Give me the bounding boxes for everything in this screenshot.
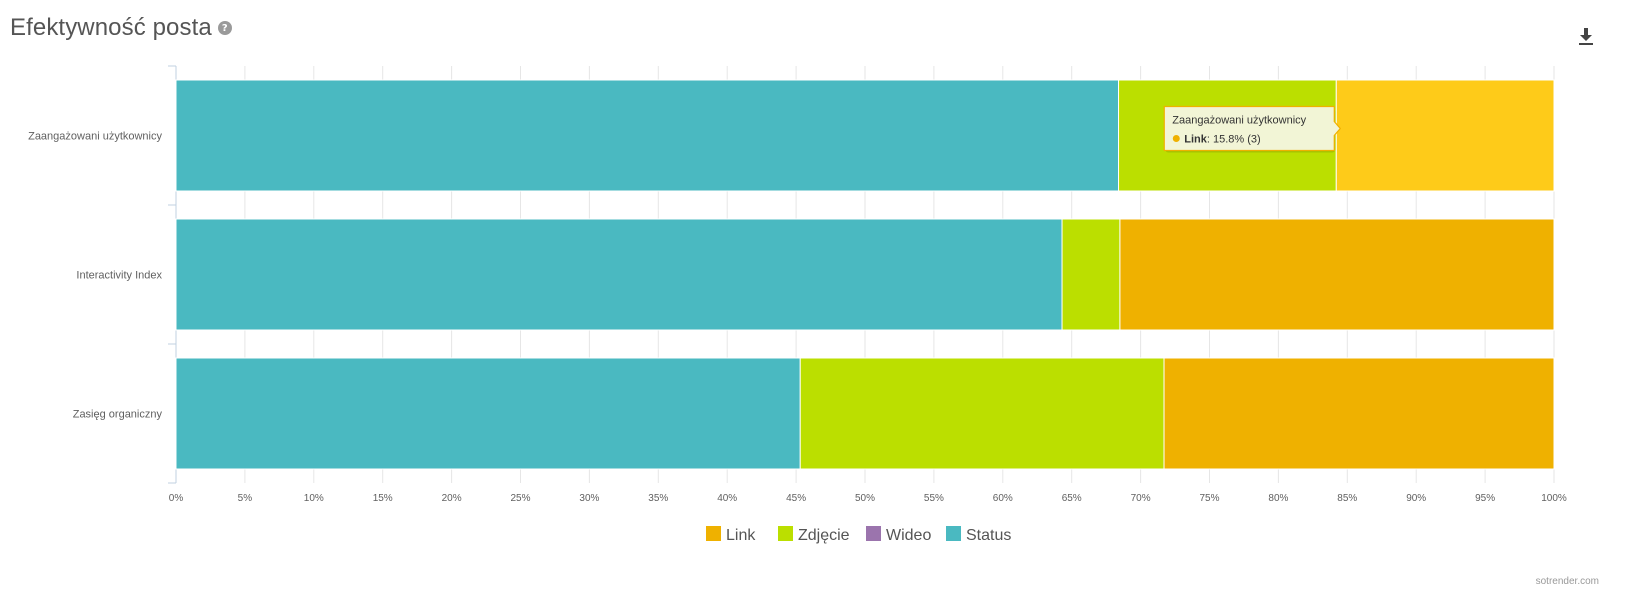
x-tick-label: 10% xyxy=(304,493,324,504)
x-tick-label: 5% xyxy=(238,493,253,504)
bar-status-1 xyxy=(175,79,1120,192)
tooltip-series-name: Link xyxy=(1184,134,1207,146)
tooltip-value: Link: 15.8% (3) xyxy=(1184,134,1260,146)
legend-item-zdjecie[interactable]: Zdjęcie xyxy=(778,526,850,544)
legend-swatch xyxy=(706,526,721,541)
chart-header: Efektywność posta ? xyxy=(10,14,232,42)
legend-label: Link xyxy=(726,527,756,544)
tooltip: Zaangażowani użytkownicy Link: 15.8% (3) xyxy=(1163,105,1342,153)
x-tick-label: 60% xyxy=(993,493,1013,504)
x-tick-label: 65% xyxy=(1062,493,1082,504)
x-tick-label: 20% xyxy=(442,493,462,504)
x-tick-label: 25% xyxy=(510,493,530,504)
x-tick-label: 55% xyxy=(924,493,944,504)
chart-title: Efektywność posta xyxy=(10,14,212,41)
legend-label: Zdjęcie xyxy=(798,527,850,544)
x-tick-label: 95% xyxy=(1475,493,1495,504)
x-tick-label: 80% xyxy=(1268,493,1288,504)
bar-link-2 xyxy=(1119,218,1555,331)
category-label: Zasięg organiczny xyxy=(73,409,163,421)
tooltip-marker xyxy=(1172,135,1180,142)
download-icon xyxy=(1579,28,1593,45)
bar-zdjecie-2 xyxy=(1061,218,1121,331)
x-tick-label: 70% xyxy=(1131,493,1151,504)
legend-item-status[interactable]: Status xyxy=(946,526,1011,544)
legend-swatch xyxy=(946,526,961,541)
tooltip-box xyxy=(1163,105,1342,152)
credit-text: sotrender.com xyxy=(1535,576,1599,587)
category-label: Zaangażowani użytkownicy xyxy=(28,131,162,143)
x-tick-label: 90% xyxy=(1406,493,1426,504)
x-tick-label: 0% xyxy=(169,493,184,504)
legend-item-link[interactable]: Link xyxy=(706,526,756,544)
tooltip-title: Zaangażowani użytkownicy xyxy=(1172,115,1306,127)
x-tick-label: 75% xyxy=(1199,493,1219,504)
legend-swatch xyxy=(866,526,881,541)
bar-link-3 xyxy=(1163,357,1555,470)
x-tick-label: 85% xyxy=(1337,493,1357,504)
bar-status-2 xyxy=(175,218,1063,331)
x-tick-label: 40% xyxy=(717,493,737,504)
x-tick-label: 100% xyxy=(1541,493,1567,504)
question-circle-icon[interactable]: ? xyxy=(217,21,232,35)
legend-label: Status xyxy=(966,527,1011,544)
x-tick-label: 50% xyxy=(855,493,875,504)
bar-zdjecie-3 xyxy=(799,357,1165,470)
bar-status-3 xyxy=(175,357,801,470)
x-tick-label: 35% xyxy=(648,493,668,504)
bar-link-1 xyxy=(1335,79,1555,192)
legend-swatch xyxy=(778,526,793,541)
legend-item-wideo[interactable]: Wideo xyxy=(866,526,931,544)
category-label: Interactivity Index xyxy=(76,270,162,282)
legend-label: Wideo xyxy=(886,527,931,544)
x-tick-label: 15% xyxy=(373,493,393,504)
x-tick-label: 30% xyxy=(579,493,599,504)
x-tick-label: 45% xyxy=(786,493,806,504)
tooltip-value-text: : 15.8% (3) xyxy=(1207,134,1261,146)
download-button[interactable] xyxy=(1574,24,1598,48)
